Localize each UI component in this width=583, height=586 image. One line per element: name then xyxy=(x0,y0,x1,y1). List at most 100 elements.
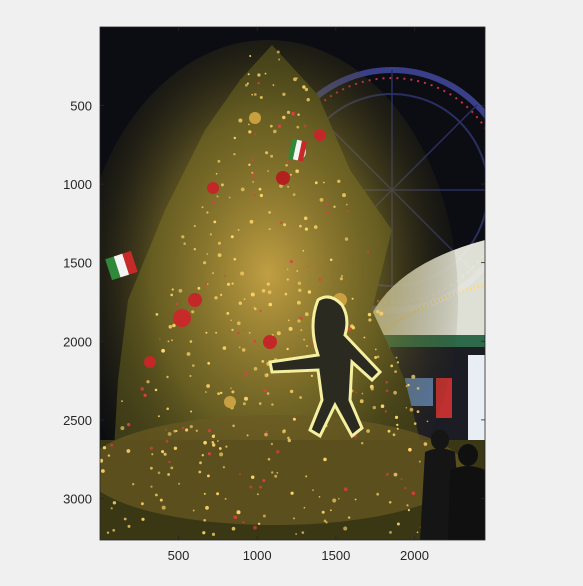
fairy-light xyxy=(242,521,245,524)
fairy-light xyxy=(395,356,398,359)
fairy-light xyxy=(251,93,253,96)
fairy-light xyxy=(302,249,305,252)
fairy-light xyxy=(396,522,400,526)
fairy-light xyxy=(304,87,309,92)
fairy-light xyxy=(314,181,318,185)
fairy-light xyxy=(207,474,210,478)
fairy-light xyxy=(206,211,209,214)
fairy-light xyxy=(161,450,165,454)
y-tick-label: 1000 xyxy=(63,177,92,192)
fairy-light xyxy=(342,193,346,198)
y-axis: 500 1000 1500 2000 2500 3000 xyxy=(63,98,485,506)
fairy-light xyxy=(416,531,419,534)
fairy-light xyxy=(361,442,364,445)
fairy-light xyxy=(193,224,196,228)
x-tick-label: 2000 xyxy=(400,548,429,563)
fairy-light xyxy=(376,355,380,359)
fairy-light xyxy=(203,440,207,445)
fairy-light xyxy=(321,510,325,514)
fairy-light xyxy=(170,466,174,470)
fairy-light xyxy=(220,391,223,395)
fairy-light xyxy=(259,96,263,99)
fairy-light xyxy=(205,391,207,393)
fairy-light xyxy=(380,404,385,409)
fairy-light xyxy=(213,220,217,224)
fairy-light xyxy=(185,428,189,432)
fairy-light xyxy=(228,196,231,199)
fairy-light xyxy=(259,193,263,198)
x-tick-label: 500 xyxy=(168,548,190,563)
fairy-light xyxy=(359,399,364,404)
fairy-light xyxy=(252,181,254,183)
fairy-light xyxy=(163,452,167,456)
fairy-light xyxy=(166,407,169,411)
fairy-light xyxy=(297,319,301,323)
fairy-light xyxy=(189,425,193,429)
fairy-light xyxy=(405,385,408,388)
fairy-light xyxy=(261,289,266,293)
fairy-light xyxy=(338,497,340,500)
fairy-light xyxy=(256,493,259,496)
fairy-light xyxy=(287,438,291,443)
fairy-light xyxy=(253,93,257,96)
fairy-light xyxy=(299,316,303,321)
fairy-light xyxy=(238,118,243,123)
fairy-light xyxy=(127,423,131,427)
fairy-light xyxy=(189,340,193,343)
fairy-light xyxy=(219,293,223,297)
fairy-light xyxy=(400,478,403,480)
fairy-light xyxy=(181,426,185,430)
fairy-light xyxy=(230,319,232,322)
fairy-light xyxy=(277,124,282,128)
fairy-light xyxy=(205,505,209,510)
fairy-light xyxy=(291,111,295,116)
fairy-light xyxy=(150,466,153,470)
fairy-light xyxy=(238,346,241,349)
fairy-light xyxy=(161,348,166,353)
fairy-light xyxy=(405,407,408,409)
y-tick-label: 2500 xyxy=(63,413,92,428)
fairy-light xyxy=(217,440,219,442)
fairy-light xyxy=(296,270,299,272)
fairy-light xyxy=(216,195,219,198)
fairy-light xyxy=(361,392,364,395)
fairy-light xyxy=(366,250,370,253)
fairy-light xyxy=(332,498,337,503)
fairy-light xyxy=(288,326,293,331)
fairy-light xyxy=(423,442,428,446)
fairy-light xyxy=(267,457,271,461)
fairy-light xyxy=(296,77,298,79)
fairy-light xyxy=(304,227,308,231)
fairy-light xyxy=(224,274,227,277)
fairy-light xyxy=(267,170,269,172)
fairy-light xyxy=(287,185,289,188)
fairy-light xyxy=(157,471,161,475)
fairy-light xyxy=(201,206,204,209)
fairy-light xyxy=(219,452,224,457)
fairy-light xyxy=(259,309,262,312)
fairy-light xyxy=(189,375,192,377)
fairy-light xyxy=(367,312,372,317)
fairy-light xyxy=(368,318,372,322)
fairy-light xyxy=(123,517,127,521)
fairy-light xyxy=(193,248,196,251)
fairy-light xyxy=(226,282,231,286)
fairy-light xyxy=(354,498,357,501)
fairy-light xyxy=(151,453,154,456)
fairy-light xyxy=(237,229,240,231)
fairy-light xyxy=(246,434,249,437)
fairy-light xyxy=(173,429,177,433)
fairy-light xyxy=(206,384,211,388)
fairy-light xyxy=(379,311,384,316)
fairy-light xyxy=(225,445,228,448)
fairy-light xyxy=(350,324,354,329)
fairy-light xyxy=(384,410,387,413)
fairy-light xyxy=(222,346,227,350)
fairy-light xyxy=(178,288,183,293)
fairy-light xyxy=(168,461,171,464)
fairy-light xyxy=(325,202,329,206)
fairy-light xyxy=(224,497,227,500)
fairy-light xyxy=(387,429,391,433)
fairy-light xyxy=(154,388,158,392)
fairy-light xyxy=(343,487,348,492)
